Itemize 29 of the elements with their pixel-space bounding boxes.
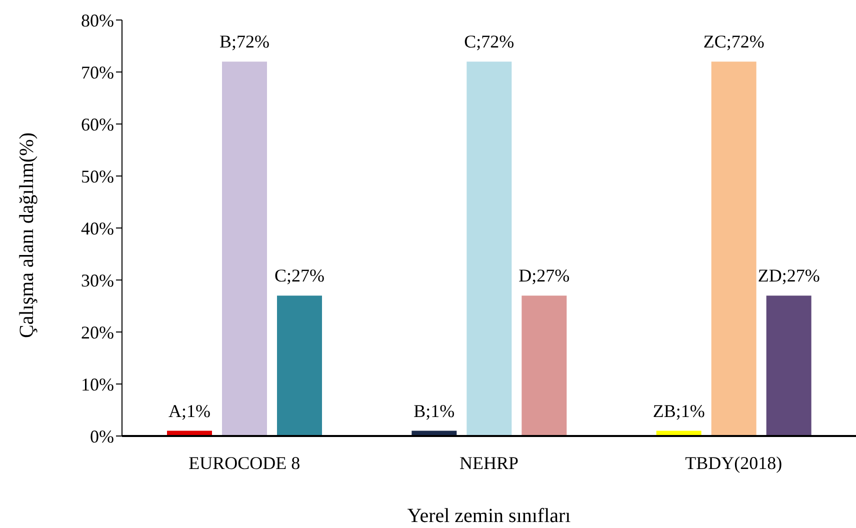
y-tick-label: 70% xyxy=(81,62,114,82)
y-tick-label: 20% xyxy=(81,322,114,342)
data-label: B;72% xyxy=(219,32,270,52)
x-tick-label: TBDY(2018) xyxy=(685,452,782,473)
x-tick-label: NEHRP xyxy=(459,452,519,473)
data-label: B;1% xyxy=(414,400,455,421)
data-label: ZC;72% xyxy=(703,32,764,52)
data-label: D;27% xyxy=(518,266,570,286)
y-tick-label: 10% xyxy=(81,374,114,394)
bar xyxy=(766,296,812,436)
bar xyxy=(466,62,512,436)
data-label: A;1% xyxy=(168,400,210,421)
y-tick-label: 80% xyxy=(81,10,114,30)
data-label: ZB;1% xyxy=(652,400,705,421)
y-tick-label: 40% xyxy=(81,218,114,238)
data-label: C;27% xyxy=(274,266,325,286)
bar xyxy=(277,296,322,436)
y-tick-label: 0% xyxy=(90,426,114,446)
y-tick-label: 30% xyxy=(81,270,114,290)
y-axis-title: Çalışma alanı dağılım(%) xyxy=(16,132,38,338)
bar xyxy=(711,62,756,436)
x-axis-title: Yerel zemin sınıfları xyxy=(407,505,572,527)
data-label: ZD;27% xyxy=(758,266,820,286)
y-tick-label: 60% xyxy=(81,114,114,134)
bar xyxy=(222,62,267,436)
y-tick-label: 50% xyxy=(81,166,114,186)
x-tick-label: EUROCODE 8 xyxy=(188,452,300,473)
bar xyxy=(522,296,567,436)
data-label: C;72% xyxy=(464,32,514,52)
